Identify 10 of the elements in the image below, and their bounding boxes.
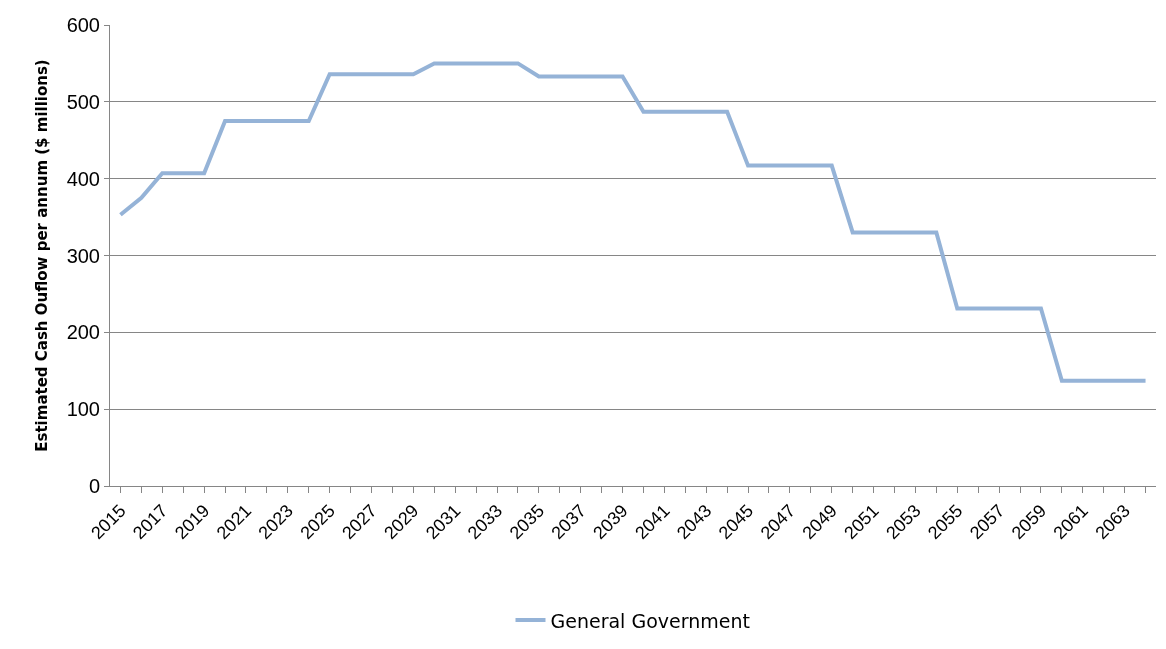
y-tick-label: 400 xyxy=(66,167,100,190)
y-axis-title: Estimated Cash Ouflow per annum ($ millions) xyxy=(32,59,51,452)
y-tick-label: 600 xyxy=(66,14,100,36)
y-tick-label: 300 xyxy=(66,244,100,267)
y-tick-label: 0 xyxy=(88,475,100,497)
y-tick-label: 200 xyxy=(66,321,100,344)
line-series xyxy=(118,61,1148,383)
y-tick-label: 100 xyxy=(66,398,100,421)
y-tick-label: 500 xyxy=(66,90,100,113)
legend-label: General Government xyxy=(550,609,750,632)
